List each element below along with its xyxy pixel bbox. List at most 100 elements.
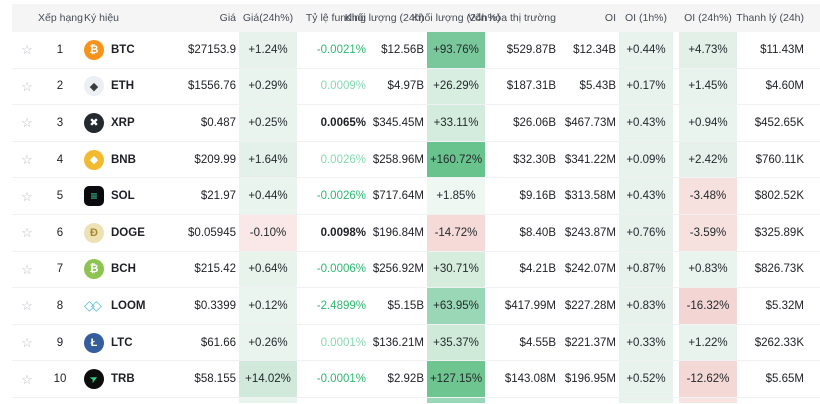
- symbol-cell[interactable]: ➤TRB: [78, 361, 178, 397]
- funding-rate-cell-value: -0.0006%: [317, 263, 366, 275]
- oi-change-1h-cell: +0.83%: [619, 288, 673, 324]
- oi-change-24h-cell-value: -3.59%: [690, 227, 726, 239]
- col-header-liquidation-24h[interactable]: Thanh lý (24h): [740, 4, 810, 32]
- price-change-24h-cell: +1.64%: [239, 142, 297, 178]
- favorite-star-button[interactable]: ☆: [19, 261, 35, 278]
- rank-cell: 6: [42, 215, 78, 251]
- funding-rate-cell-value: 0.0009%: [321, 80, 366, 92]
- oi-change-1h-cell: +0.33%: [619, 325, 673, 361]
- volume-change-24h-cell-value: +63.95%: [433, 300, 479, 312]
- table-row-loom[interactable]: ☆8◇◇LOOM$0.3399+0.12%-2.4899%$5.15B+63.9…: [12, 288, 820, 325]
- price-cell: $58.155: [178, 361, 236, 397]
- oi-change-24h-cell-value: -16.32%: [687, 300, 730, 312]
- volume-24h-cell: $5.15B: [366, 288, 424, 324]
- price-change-24h-cell-value: +1.24%: [248, 44, 287, 56]
- volume-change-24h-cell: +35.37%: [427, 325, 485, 361]
- oi-change-1h-cell: +0.76%: [619, 215, 673, 251]
- favorite-star-button[interactable]: ☆: [19, 41, 35, 58]
- table-row-btc[interactable]: ☆1₿BTC$27153.9+1.24%-0.0021%$12.56B+93.7…: [12, 32, 820, 69]
- symbol-cell[interactable]: ₿BCH: [78, 252, 178, 288]
- col-header-oi-change-24h[interactable]: OI (24h%): [679, 4, 737, 32]
- table-row-trb[interactable]: ☆10➤TRB$58.155+14.02%-0.0001%$2.92B+127.…: [12, 361, 820, 398]
- funding-rate-cell: -0.0006%: [300, 252, 366, 288]
- favorite-star-button[interactable]: ☆: [19, 297, 35, 314]
- open-interest-cell: $243.87M: [556, 215, 616, 251]
- sol-icon: ≡: [84, 186, 104, 206]
- symbol-cell[interactable]: ◆ETH: [78, 69, 178, 105]
- coin-glyph: ≡: [90, 189, 97, 203]
- open-interest-cell-value: $467.73M: [565, 117, 616, 129]
- table-row-doge[interactable]: ☆6ÐDOGE$0.05945-0.10%0.0098%$196.84M-14.…: [12, 215, 820, 252]
- volume-24h-cell-value: $5.15B: [388, 300, 424, 312]
- liquidation-24h-cell-value: $826.73K: [755, 263, 804, 275]
- symbol-cell[interactable]: ≡ SOL: [78, 178, 178, 214]
- symbol-cell[interactable]: ÐDOGE: [78, 215, 178, 251]
- volume-24h-cell: $256.92M: [366, 252, 424, 288]
- funding-rate-cell: -2.4899%: [300, 288, 366, 324]
- rank-cell: 10: [42, 361, 78, 397]
- favorite-star-button[interactable]: ☆: [19, 371, 35, 388]
- diamond-glyph: ◇: [91, 297, 102, 314]
- symbol-cell[interactable]: ✖XRP: [78, 105, 178, 141]
- liquidation-24h-cell: $452.65K: [740, 105, 810, 141]
- symbol-cell[interactable]: ₿BTC: [78, 32, 178, 68]
- table-row-bch[interactable]: ☆7₿BCH$215.42+0.64%-0.0006%$256.92M+30.7…: [12, 252, 820, 289]
- market-cap-cell: $417.99M: [488, 288, 556, 324]
- favorite-star-button[interactable]: ☆: [19, 334, 35, 351]
- favorite-star-button[interactable]: ☆: [19, 78, 35, 95]
- favorite-star-button[interactable]: ☆: [19, 224, 35, 241]
- open-interest-cell: $221.37M: [556, 325, 616, 361]
- rank-value: 10: [54, 373, 67, 385]
- volume-change-24h-cell: +93.76%: [427, 32, 485, 68]
- col-header-price-change-24h[interactable]: Giá(24h%): [239, 4, 297, 32]
- col-header-symbol[interactable]: Ký hiệu: [78, 4, 178, 32]
- symbol-cell[interactable]: ◇◇LOOM: [78, 288, 178, 324]
- price-change-24h-cell: +0.29%: [239, 69, 297, 105]
- favorite-star-button[interactable]: ☆: [19, 188, 35, 205]
- price-change-24h-cell: -0.10%: [239, 215, 297, 251]
- favorite-star-button[interactable]: ☆: [19, 151, 35, 168]
- table-row-ltc[interactable]: ☆9ŁLTC$61.66+0.26%0.0001%$136.21M+35.37%…: [12, 325, 820, 362]
- price-change-24h-cell: +1.24%: [239, 32, 297, 68]
- rank-value: 1: [57, 44, 63, 56]
- rank-value: 6: [57, 227, 63, 239]
- oi-change-24h-cell-value: +1.22%: [688, 337, 727, 349]
- table-row-eth[interactable]: ☆2◆ETH$1556.76+0.29%0.0009%$4.97B+26.29%…: [12, 69, 820, 106]
- funding-rate-cell-value: -0.0026%: [317, 190, 366, 202]
- favorite-star-button[interactable]: ☆: [19, 114, 35, 131]
- symbol-label: XRP: [111, 117, 135, 129]
- volume-24h-cell-value: $258.96M: [373, 154, 424, 166]
- symbol-cell[interactable]: ŁLTC: [78, 325, 178, 361]
- symbol-label: SOL: [111, 190, 135, 202]
- col-header-market-cap[interactable]: Vốn hóa thị trường: [488, 4, 556, 32]
- liquidation-24h-cell-value: $452.65K: [755, 117, 804, 129]
- open-interest-cell-value: $341.22M: [565, 154, 616, 166]
- liquidation-24h-cell: $5.65M: [740, 361, 810, 397]
- coin-glyph: Ł: [91, 337, 98, 349]
- volume-24h-cell: $12.56B: [366, 32, 424, 68]
- col-header-oi-change-1h[interactable]: OI (1h%): [619, 4, 673, 32]
- favorite-cell: ☆: [12, 105, 42, 141]
- rank-value: 9: [57, 337, 63, 349]
- symbol-cell[interactable]: ◆BNB: [78, 142, 178, 178]
- col-header-rank[interactable]: Xếp hạng: [12, 4, 78, 32]
- coin-glyph: Ð: [90, 227, 98, 239]
- funding-rate-cell: -0.0001%: [300, 361, 366, 397]
- liquidation-24h-cell-value: $11.43M: [760, 44, 804, 56]
- price-change-24h-cell: +0.25%: [239, 105, 297, 141]
- table-row-bnb[interactable]: ☆4◆BNB$209.99+1.64%0.0026%$258.96M+160.7…: [12, 142, 820, 179]
- liquidation-24h-cell-value: $760.11K: [756, 154, 804, 166]
- oi-change-24h-cell-value: -3.48%: [690, 190, 726, 202]
- symbol-label: LOOM: [111, 300, 146, 312]
- col-header-open-interest[interactable]: OI: [556, 4, 616, 32]
- market-cap-cell-value: $417.99M: [505, 300, 556, 312]
- market-cap-cell: $9.16B: [488, 178, 556, 214]
- table-row-xrp[interactable]: ☆3✖XRP$0.487+0.25%0.0065%$345.45M+33.11%…: [12, 105, 820, 142]
- col-header-price[interactable]: Giá: [178, 4, 236, 32]
- table-row-sol[interactable]: ☆5≡SOL$21.97+0.44%-0.0026%$717.64M+1.85%…: [12, 178, 820, 215]
- volume-24h-cell: $136.21M: [366, 325, 424, 361]
- price-cell-value: $27153.9: [188, 44, 236, 56]
- partial-oi-24h-band: [679, 398, 737, 403]
- market-cap-cell-value: $529.87B: [507, 44, 556, 56]
- open-interest-cell-value: $242.07M: [565, 263, 616, 275]
